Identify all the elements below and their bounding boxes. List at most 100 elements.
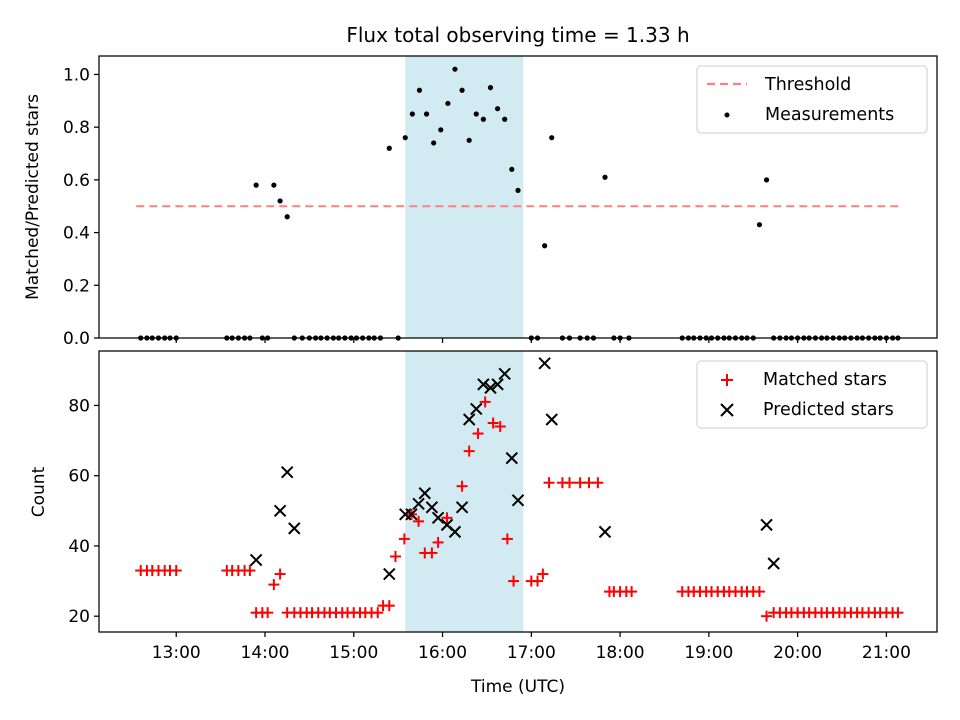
measurement-point (549, 135, 555, 141)
predicted-star-point (425, 501, 439, 514)
predicted-star-point (418, 487, 431, 500)
top-axes-frame (98, 55, 938, 339)
matched-star-point (761, 610, 773, 622)
matched-star-point (441, 512, 453, 524)
measurement-point (431, 140, 437, 146)
x-tick-label: 13:00 (152, 643, 201, 663)
matched-star-point (274, 568, 286, 580)
measurement-point (502, 116, 508, 122)
x-tick-label: 15:00 (329, 643, 378, 663)
bottom-y-tick-label: 80 (68, 396, 90, 416)
matched-star-point (592, 477, 604, 489)
predicted-star-point (545, 413, 558, 426)
predicted-star-point (491, 378, 504, 391)
matched-star-point (626, 586, 638, 598)
legend-predicted-swatch (720, 403, 734, 417)
predicted-star-point (598, 525, 612, 539)
x-tick-label: 14:00 (241, 643, 290, 663)
predicted-star-point (288, 522, 301, 535)
measurement-point (277, 198, 283, 204)
predicted-star-point (511, 494, 525, 507)
predicted-star-point (405, 508, 418, 521)
top-y-tick-label: 0.6 (63, 171, 90, 191)
matched-star-point (413, 515, 425, 527)
measurement-point (509, 166, 515, 172)
x-tick-label: 17:00 (507, 643, 556, 663)
top-legend: Threshold Measurements (696, 65, 928, 134)
measurement-point (271, 182, 277, 188)
chart-title: Flux total observing time = 1.33 h (346, 23, 689, 47)
matched-star-point (463, 445, 475, 457)
predicted-star-point (412, 497, 425, 511)
bottom-observing-span (405, 351, 524, 632)
matched-star-point (563, 477, 575, 489)
predicted-star-point (760, 518, 773, 532)
measurement-point (487, 85, 494, 91)
legend-measurements-swatch (724, 112, 730, 118)
matched-star-point (532, 575, 544, 587)
matched-star-point (537, 568, 549, 580)
top-y-tick-label: 0.4 (63, 224, 90, 244)
predicted-star-point (249, 553, 263, 567)
bottom-y-tick-label: 40 (68, 537, 90, 557)
top-observing-span (405, 56, 524, 338)
measurement-point (253, 182, 259, 188)
top-y-tick-label: 1.0 (63, 65, 90, 85)
x-tick-label: 21:00 (862, 643, 911, 663)
predicted-star-point (280, 465, 294, 479)
predicted-star-point (431, 511, 445, 525)
predicted-star-point (767, 557, 780, 570)
measurement-point (473, 111, 479, 117)
predicted-star-point (455, 501, 469, 514)
matched-star-point (494, 421, 506, 433)
top-y-tick-label: 0.2 (63, 276, 90, 296)
measurement-point (515, 187, 521, 194)
bottom-y-axis-label: Count (29, 466, 49, 517)
matched-star-point (426, 547, 438, 559)
bottom-plot-area (135, 351, 904, 632)
top-y-tick-label: 0.8 (63, 118, 90, 138)
legend-predicted-label: Predicted stars (763, 400, 894, 420)
x-tick-label: 18:00 (596, 643, 645, 663)
legend-matched-swatch (721, 374, 733, 386)
measurement-point (602, 174, 608, 180)
measurement-point (459, 87, 465, 93)
matched-star-point (472, 428, 484, 440)
measurement-point (284, 214, 290, 220)
predicted-star-point (477, 378, 490, 391)
matched-star-point (262, 607, 274, 619)
top-y-axis: 0.0 0.2 0.4 0.6 0.8 1.0 (63, 65, 99, 349)
matched-star-point (268, 579, 280, 591)
measurement-point (466, 137, 472, 143)
legend-matched-label: Matched stars (763, 370, 887, 390)
predicted-star-point (484, 381, 497, 395)
x-tick-label: 16:00 (418, 643, 467, 663)
matched-star-point (456, 480, 468, 492)
matched-star-point (432, 536, 444, 548)
matched-star-point (372, 607, 384, 619)
bottom-y-tick-label: 60 (68, 467, 90, 487)
bottom-y-tick-label: 20 (68, 607, 90, 627)
bottom-legend: Matched stars Predicted stars (696, 360, 928, 429)
x-axis-label: Time (UTC) (470, 677, 565, 697)
matched-star-point (501, 533, 513, 545)
matched-star-point (479, 396, 491, 408)
measurement-point (494, 106, 501, 112)
matched-star-point (892, 607, 904, 619)
measurement-point (542, 243, 548, 249)
matched-star-point (398, 533, 410, 545)
bottom-y-axis: 20 40 60 80 (68, 396, 99, 627)
bottom-x-axis: 13:00 14:00 15:00 16:00 17:00 18:00 19:00 20:00… (152, 632, 911, 663)
predicted-star-point (470, 402, 483, 416)
measurement-point (763, 177, 770, 183)
predicted-star-point (498, 367, 511, 381)
predicted-star-point (273, 504, 287, 518)
x-tick-label: 20:00 (773, 643, 822, 663)
matched-star-point (170, 565, 182, 577)
matched-star-point (487, 417, 499, 429)
predicted-star-point (538, 357, 551, 370)
matched-star-point (383, 600, 395, 612)
measurement-point (409, 111, 415, 117)
